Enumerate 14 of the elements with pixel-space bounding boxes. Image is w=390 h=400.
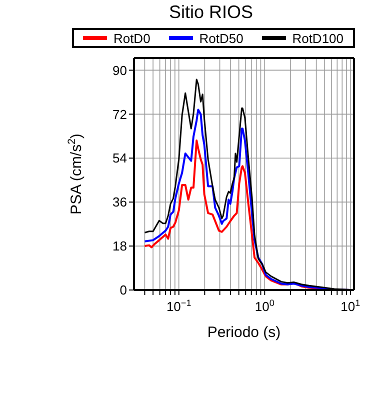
legend-label: RotD100 [291,30,344,46]
chart-title: Sitio RIOS [168,2,254,23]
x-axis-title: Periodo (s) [207,324,281,341]
y-tick-label: 18 [112,238,127,254]
y-tick-label: 36 [112,194,127,210]
y-tick-label: 0 [120,282,127,298]
y-tick-label: 54 [112,150,127,166]
x-tick-label: 10$^{0}$ [254,298,274,314]
x-tick-label: 10$^{1}$ [340,298,360,314]
y-tick-label: 72 [112,106,127,122]
y-tick-label: 90 [112,62,127,78]
x-tick-label: 10$^{−1}$ [166,298,192,314]
legend-label: RotD50 [198,30,244,46]
legend-label: RotD0 [112,30,150,46]
